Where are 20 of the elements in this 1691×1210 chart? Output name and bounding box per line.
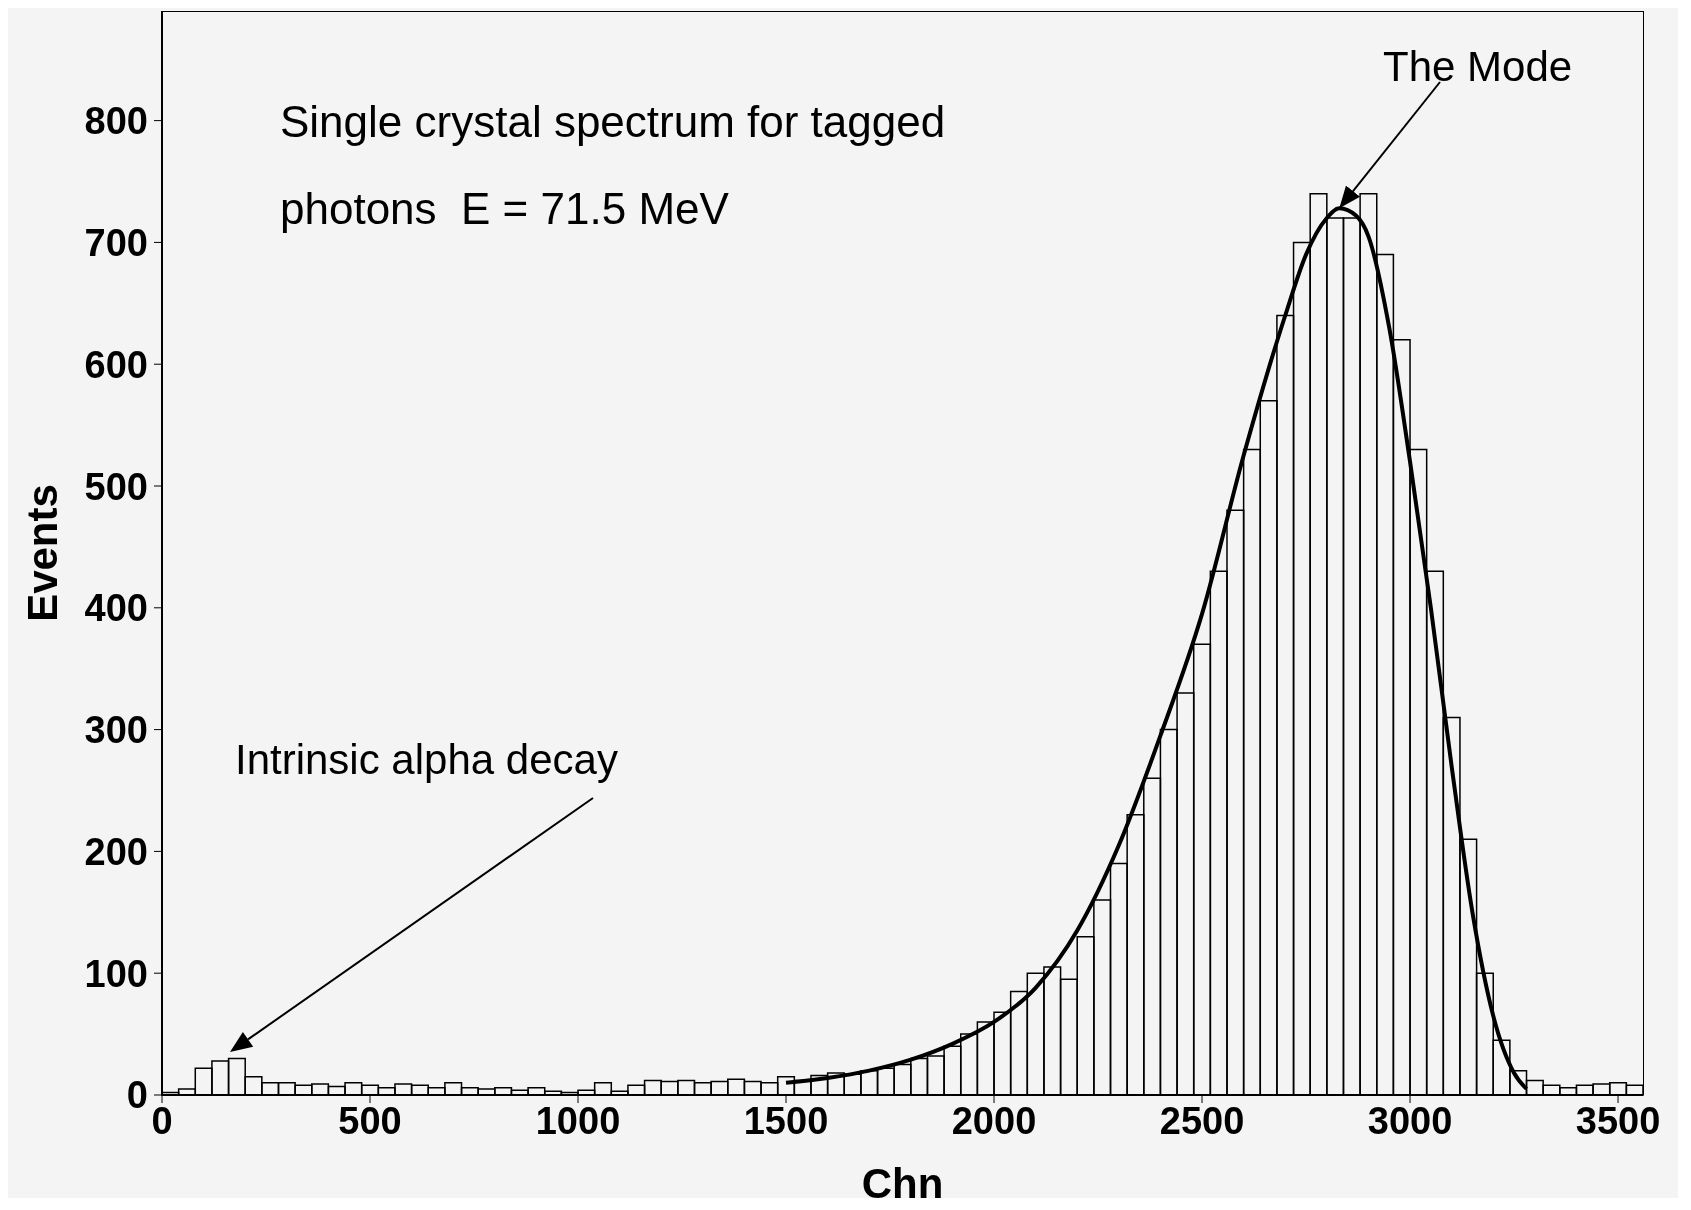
annotation: The Mode	[1383, 43, 1573, 91]
x-axis-title: Chn	[861, 1160, 944, 1207]
y-tick-label: 300	[84, 709, 148, 752]
x-tick-label: 3500	[1575, 1099, 1661, 1142]
y-tick-label: 600	[84, 343, 148, 386]
x-tick-label: 2000	[951, 1099, 1037, 1142]
y-axis-title: Events	[18, 484, 66, 622]
y-tick-label: 200	[84, 830, 148, 873]
y-tick-label: 400	[84, 587, 148, 630]
y-tick-label: 500	[84, 465, 148, 508]
x-tick-label: 500	[338, 1099, 402, 1142]
y-tick-label: 100	[84, 952, 148, 995]
y-tick-label: 700	[84, 221, 148, 264]
x-tick-label: 1500	[743, 1099, 829, 1142]
x-tick-label: 1000	[535, 1099, 621, 1142]
x-tick-label: 3000	[1367, 1099, 1453, 1142]
x-tick-label: 2500	[1159, 1099, 1245, 1142]
text: Single crystal spectrum for tagged photons E = 71.5 MeV	[280, 96, 947, 235]
annotation: Intrinsic alpha decay	[235, 736, 618, 784]
y-tick-label: 800	[84, 100, 148, 143]
